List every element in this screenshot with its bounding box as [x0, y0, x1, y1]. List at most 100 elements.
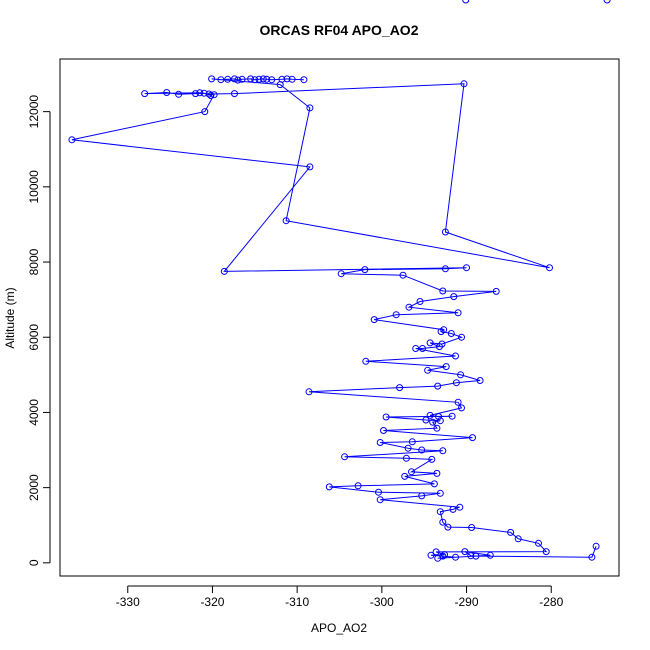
data-point [418, 446, 426, 454]
data-point [255, 75, 263, 83]
data-point [436, 508, 444, 516]
data-point [441, 228, 449, 236]
data-point [276, 81, 284, 89]
data-point [408, 468, 415, 476]
data-point [452, 352, 459, 360]
data-point [454, 309, 462, 317]
data-point [401, 472, 409, 480]
data-point [305, 388, 313, 396]
data-point [200, 89, 208, 97]
data-point [247, 75, 255, 83]
data-point [507, 528, 515, 536]
data-point [396, 384, 404, 392]
data-point [380, 427, 387, 434]
data-point [472, 552, 480, 560]
data-point [449, 505, 457, 513]
data-point [251, 76, 259, 84]
series-line [71, 78, 597, 559]
data-point [382, 413, 390, 421]
data-point [141, 90, 149, 98]
data-point [426, 339, 434, 347]
data-point [234, 76, 242, 84]
data-point [402, 454, 410, 462]
data-point [476, 377, 484, 384]
data-point [231, 90, 238, 98]
data-point [441, 265, 449, 273]
data-point [418, 492, 426, 500]
y-tick-label: 4000 [27, 399, 41, 426]
data-point [300, 76, 308, 84]
data-point [435, 343, 443, 351]
x-axis-label: APO_AO2 [311, 621, 367, 635]
data-point [422, 416, 430, 424]
y-tick-label: 2000 [27, 474, 41, 501]
data-point [430, 480, 438, 488]
data-point [370, 316, 378, 324]
data-point [210, 91, 218, 99]
data-point [408, 438, 416, 446]
y-axis: 0 2000 4000 6000 8000 10000 12000 [27, 95, 51, 566]
data-point [460, 80, 468, 88]
x-tick-label: -310 [285, 595, 309, 609]
data-point [447, 330, 455, 337]
x-tick-label: -290 [455, 595, 479, 609]
data-point [337, 270, 345, 278]
data-point [434, 382, 442, 390]
data-point [306, 104, 314, 112]
y-tick-label: 6000 [27, 324, 41, 351]
data-point [341, 453, 349, 461]
data-point [433, 469, 441, 477]
data-point [259, 75, 267, 83]
data-point [439, 447, 447, 455]
y-tick-label: 12000 [27, 95, 41, 129]
data-point [220, 267, 228, 275]
data-point [542, 548, 550, 556]
data-point [263, 75, 271, 83]
x-tick-label: -320 [200, 595, 224, 609]
data-point [306, 163, 314, 171]
data-point [354, 482, 362, 490]
data-point [514, 535, 522, 543]
data-point [458, 404, 465, 412]
data-point [196, 89, 204, 97]
data-point [439, 287, 447, 295]
data-point [175, 90, 183, 98]
data-point [433, 424, 441, 432]
data-point [192, 90, 199, 98]
data-point [428, 455, 436, 463]
data-point [426, 411, 434, 419]
data-point [444, 523, 452, 531]
data-point [441, 551, 448, 559]
data-point [535, 539, 542, 547]
data-point [486, 551, 494, 559]
data-point [448, 412, 456, 420]
y-tick-label: 0 [27, 559, 41, 566]
data-point [450, 293, 458, 301]
data-point [325, 483, 333, 491]
y-axis-label: Altitude (m) [3, 287, 17, 348]
data-point [399, 271, 407, 279]
data-point [442, 363, 450, 371]
data-point [375, 488, 382, 496]
data-point [457, 371, 465, 379]
plot-area [59, 58, 620, 577]
data-point [419, 345, 426, 352]
data-point [288, 75, 296, 83]
data-point [217, 76, 225, 84]
data-point [405, 303, 413, 311]
data-point [268, 76, 276, 84]
data-point [68, 136, 76, 144]
data-point [392, 311, 400, 319]
data-point [238, 75, 246, 83]
data-point [454, 398, 462, 406]
data-point [436, 489, 444, 497]
data-point [404, 444, 412, 452]
data-point [439, 518, 447, 526]
data-point [412, 345, 420, 352]
data-point [427, 551, 435, 559]
data-point [205, 90, 213, 98]
data-point [376, 496, 384, 504]
x-axis: -330 -320 -310 -300 -290 -280 [116, 585, 564, 609]
data-series [68, 0, 611, 562]
